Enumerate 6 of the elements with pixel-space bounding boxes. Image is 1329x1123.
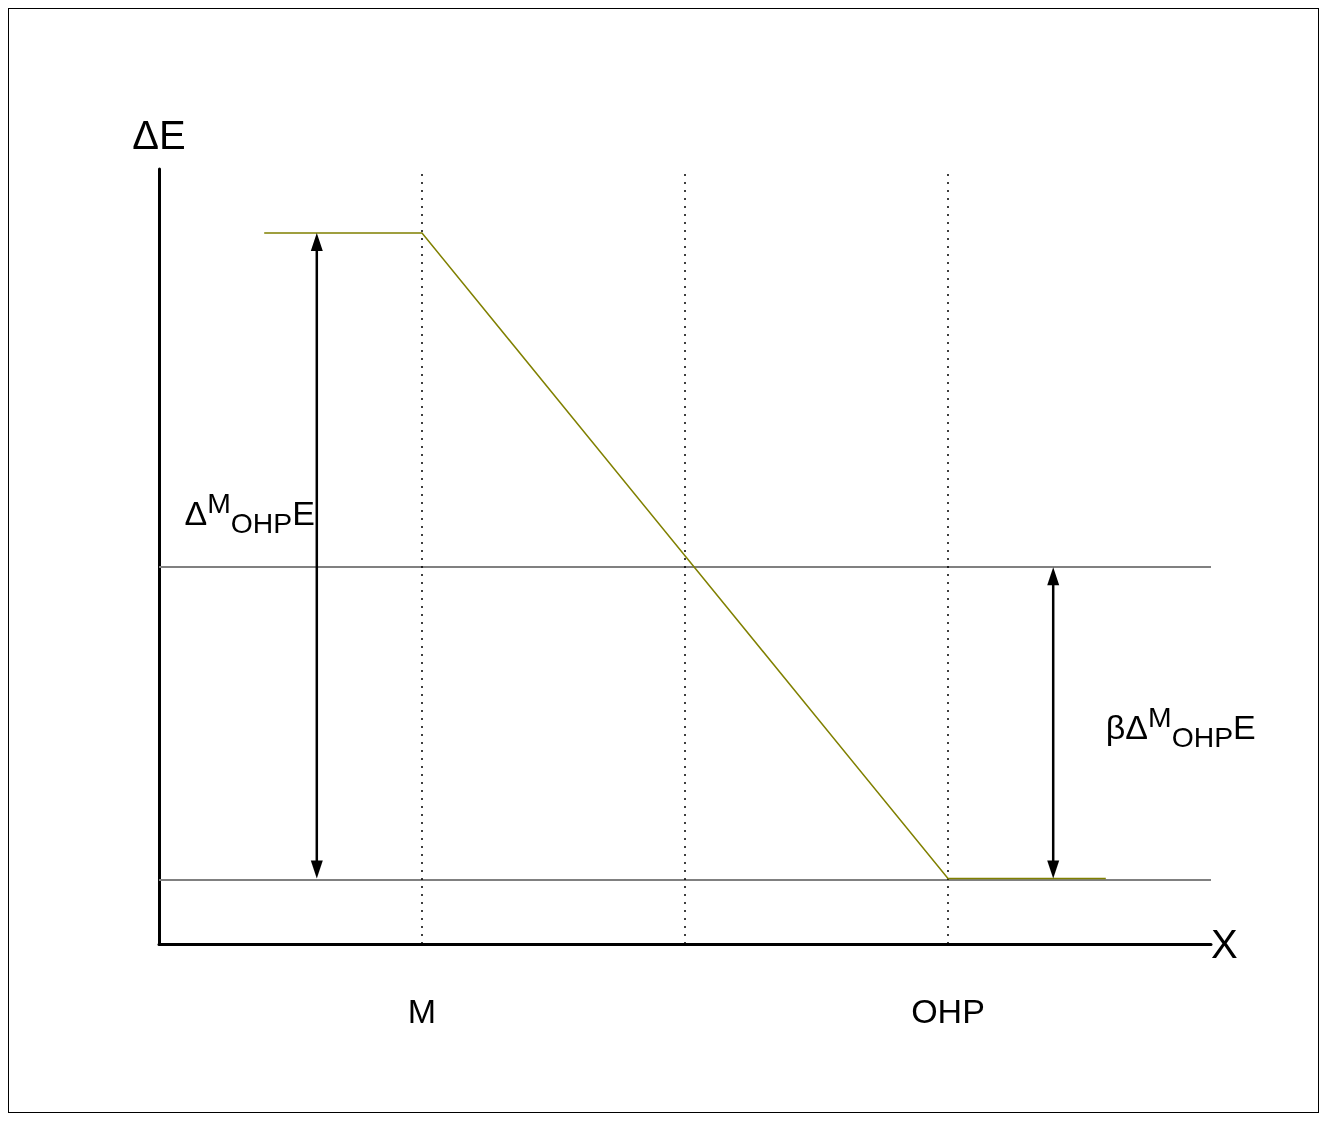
x-axis-title: X (1211, 922, 1238, 966)
annotation: Δ$^{M}$$_{OHP}$E (184, 487, 315, 541)
x-tick-label: M (407, 992, 437, 1030)
x-tick-label: OHP (911, 992, 985, 1030)
y-axis-title: ΔE (132, 113, 186, 157)
annotation: βΔ$^{M}$$_{OHP}$E (1105, 700, 1256, 754)
